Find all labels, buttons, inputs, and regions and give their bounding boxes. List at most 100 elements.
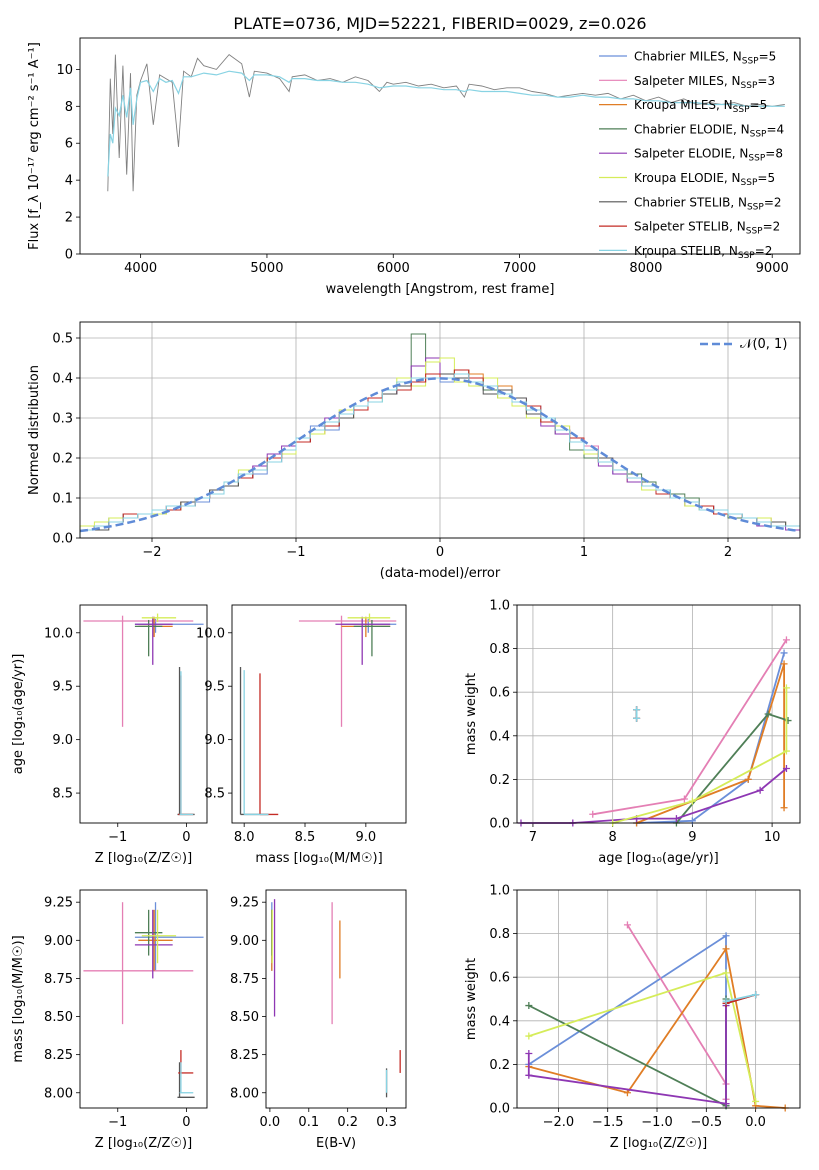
weight-marker	[525, 1002, 533, 1010]
y-axis-label: age [log₁₀(age/yr)]	[11, 654, 26, 775]
y-tick-label: 1.0	[489, 599, 510, 614]
plot-content	[83, 613, 204, 816]
y-tick-label: 8.5	[204, 787, 225, 802]
plot-content	[525, 921, 789, 1112]
legend-label: Salpeter MILES, NSSP=3	[634, 74, 775, 91]
plot-content	[517, 636, 792, 827]
tick-group: −1 0 8.00 8.25 8.50 8.75 9.00 9.25	[44, 896, 190, 1130]
weight-marker	[525, 1050, 533, 1057]
x-tick-label: 2	[724, 545, 732, 560]
y-tick-label: 4	[65, 174, 73, 189]
x-tick-label: 9	[688, 830, 696, 845]
x-tick-label: 7000	[503, 261, 536, 276]
y-tick-label: 2	[65, 211, 73, 226]
y-tick-label: 0.4	[489, 1014, 510, 1029]
weight-marker	[764, 710, 772, 718]
weight-marker	[782, 765, 790, 772]
x-tick-label: 9.0	[356, 830, 377, 845]
weight-marker	[672, 815, 680, 823]
x-tick-label: 6000	[377, 261, 410, 276]
mass-vs-extinction-panel: 0.0 0.1 0.2 0.3 8.00 8.25 8.50 8.75 9.00 9.25 E(B-…	[230, 889, 407, 1151]
x-tick-label: 8000	[629, 261, 662, 276]
x-tick-label: −1	[286, 545, 305, 560]
weight-line	[521, 767, 787, 824]
y-axis-label: mass weight	[464, 673, 479, 755]
y-tick-label: 8.75	[44, 972, 73, 987]
weight-line	[636, 663, 785, 824]
legend-label: 𝒩(0, 1)	[740, 337, 787, 352]
axes-frame	[516, 604, 801, 824]
x-tick-label: −1	[108, 830, 127, 845]
model-spectrum-line	[107, 70, 785, 177]
y-tick-label: 0.2	[489, 773, 510, 788]
weight-marker	[782, 684, 790, 692]
weight-marker	[722, 997, 730, 1005]
x-tick-label: 5000	[250, 261, 283, 276]
weight-marker	[633, 706, 641, 714]
weight-marker	[722, 969, 730, 977]
y-tick-label: 10	[56, 63, 73, 78]
y-tick-label: 0.2	[52, 452, 73, 467]
weight-marker	[752, 1097, 760, 1105]
weight-marker	[780, 660, 788, 668]
x-tick-label: −0.5	[691, 1115, 723, 1130]
x-tick-label: 0	[182, 830, 190, 845]
x-axis-label: age [log₁₀(age/yr)]	[598, 851, 719, 866]
axes-frame	[79, 37, 801, 255]
y-tick-label: 0.2	[489, 1058, 510, 1073]
y-tick-label: 0.3	[52, 412, 73, 427]
x-tick-label: 7	[529, 830, 537, 845]
axes-frame	[79, 604, 208, 824]
plot-content	[83, 902, 204, 1098]
y-tick-label: 9.25	[44, 896, 73, 911]
weight-marker	[688, 797, 696, 805]
x-tick-label: −2	[142, 545, 161, 560]
y-tick-label: 8.25	[230, 1048, 259, 1063]
weight-line	[675, 712, 789, 824]
y-tick-label: 8.00	[44, 1086, 73, 1101]
axes-frame	[516, 889, 801, 1109]
x-tick-label: 8	[609, 830, 617, 845]
weight-marker	[722, 945, 730, 953]
weight-marker	[780, 804, 788, 812]
x-tick-label: 0.1	[298, 1115, 319, 1130]
age-vs-mass-panel: 8.0 8.5 9.0 8.5 9.0 9.5 10.0 mass [log₁₀(M/M☉)]	[196, 604, 407, 866]
weight-marker	[525, 1071, 533, 1079]
y-tick-label: 10.0	[196, 626, 225, 641]
x-tick-label: −1.0	[641, 1115, 673, 1130]
tick-group: 0.0 0.1 0.2 0.3 8.00 8.25 8.50 8.75 9.00 9.25	[230, 896, 397, 1130]
axes-frame	[265, 889, 407, 1109]
plot-content	[107, 53, 785, 192]
weight-vs-metallicity-panel: −2.0 −1.5 −1.0 −0.5 0.0 0.0 0.2 0.4 0.6 0.8 1.0 Z […	[464, 884, 801, 1151]
plot-content	[239, 613, 397, 816]
legend-label: Kroupa ELODIE, NSSP=5	[634, 171, 775, 188]
legend-label: Chabrier ELODIE, NSSP=4	[634, 122, 784, 139]
mass-vs-metallicity-panel: −1 0 8.00 8.25 8.50 8.75 9.00 9.25 Z [log₁₀(Z/Z☉…	[11, 889, 208, 1151]
y-tick-label: 0.5	[52, 332, 73, 347]
tick-group: −2 −1 0 1 2 0.0 0.1 0.2 0.3 0.4 0.5	[52, 332, 732, 561]
y-tick-label: 0.6	[489, 971, 510, 986]
y-tick-label: 9.5	[52, 680, 73, 695]
x-axis-label: wavelength [Angstrom, rest frame]	[326, 282, 555, 297]
weight-marker	[756, 786, 764, 794]
y-tick-label: 10.0	[44, 626, 73, 641]
weight-marker	[782, 747, 790, 755]
y-tick-label: 9.00	[44, 934, 73, 949]
legend-label: Kroupa STELIB, NSSP=2	[634, 244, 772, 261]
y-tick-label: 9.5	[204, 680, 225, 695]
x-axis-label: Z [log₁₀(Z/Z☉)]	[95, 851, 192, 866]
age-vs-metallicity-panel: −1 0 8.5 9.0 9.5 10.0 Z [log₁₀(Z/Z☉)] age [log₁…	[11, 604, 208, 866]
tick-group: 4000 5000 6000 7000 8000 9000 0 2 4 6 8 10	[56, 63, 788, 276]
weight-marker	[680, 795, 688, 803]
y-tick-label: 9.25	[230, 896, 259, 911]
y-axis-label: Flux [f_λ 10⁻¹⁷ erg cm⁻² s⁻¹ A⁻¹]	[27, 42, 42, 250]
y-tick-label: 8.75	[230, 972, 259, 987]
axes-frame	[231, 604, 407, 824]
x-tick-label: −1	[108, 1115, 127, 1130]
x-tick-label: 0.0	[745, 1115, 766, 1130]
plot-content	[79, 333, 801, 538]
legend-label: Kroupa MILES, NSSP=5	[634, 98, 767, 115]
axes-frame	[79, 321, 801, 539]
y-tick-label: 0.0	[489, 817, 510, 832]
